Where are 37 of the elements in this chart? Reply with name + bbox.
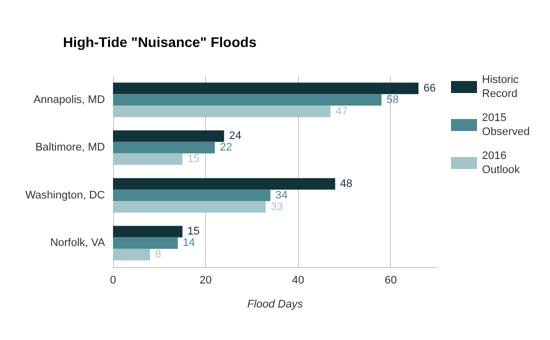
- legend-label: 2015 Observed: [482, 112, 530, 138]
- data-label: 48: [340, 178, 352, 190]
- y-tick-label: Washington, DC: [25, 189, 106, 202]
- bar: [113, 106, 331, 118]
- x-tick-label: 60: [384, 274, 397, 286]
- data-label: 24: [229, 130, 242, 142]
- bar: [113, 130, 224, 142]
- bar: [113, 94, 382, 106]
- data-label: 33: [270, 200, 283, 213]
- y-tick-label: Norfolk, VA: [50, 237, 106, 250]
- x-tick-label: 40: [292, 274, 304, 286]
- legend-label: 2016 Outlook: [482, 150, 520, 176]
- x-tick-label: 20: [199, 274, 212, 286]
- data-label: 22: [220, 142, 232, 154]
- y-tick-label: Annapolis, MD: [33, 94, 106, 106]
- data-label: 34: [275, 189, 288, 202]
- bar: [113, 237, 178, 249]
- data-label: 15: [187, 226, 200, 238]
- bar: [113, 248, 150, 260]
- legend-label: Historic Record: [482, 74, 522, 100]
- data-label: 58: [386, 94, 399, 106]
- bar: [113, 178, 336, 190]
- bar: [113, 153, 182, 165]
- x-axis-title: Flood Days: [247, 298, 304, 310]
- data-label: 14: [182, 237, 196, 250]
- data-label: 8: [155, 248, 162, 261]
- data-label: 47: [336, 105, 348, 118]
- bar: [113, 226, 182, 238]
- bar: [113, 82, 418, 94]
- chart-title: High-Tide "Nuisance" Floods: [63, 34, 257, 50]
- y-tick-label: Baltimore, MD: [35, 142, 106, 154]
- data-label: 66: [423, 82, 436, 94]
- x-tick-label: 0: [110, 274, 116, 286]
- data-label: 15: [187, 153, 200, 166]
- bar: [113, 201, 266, 213]
- bar: [113, 190, 270, 202]
- bar: [113, 142, 215, 154]
